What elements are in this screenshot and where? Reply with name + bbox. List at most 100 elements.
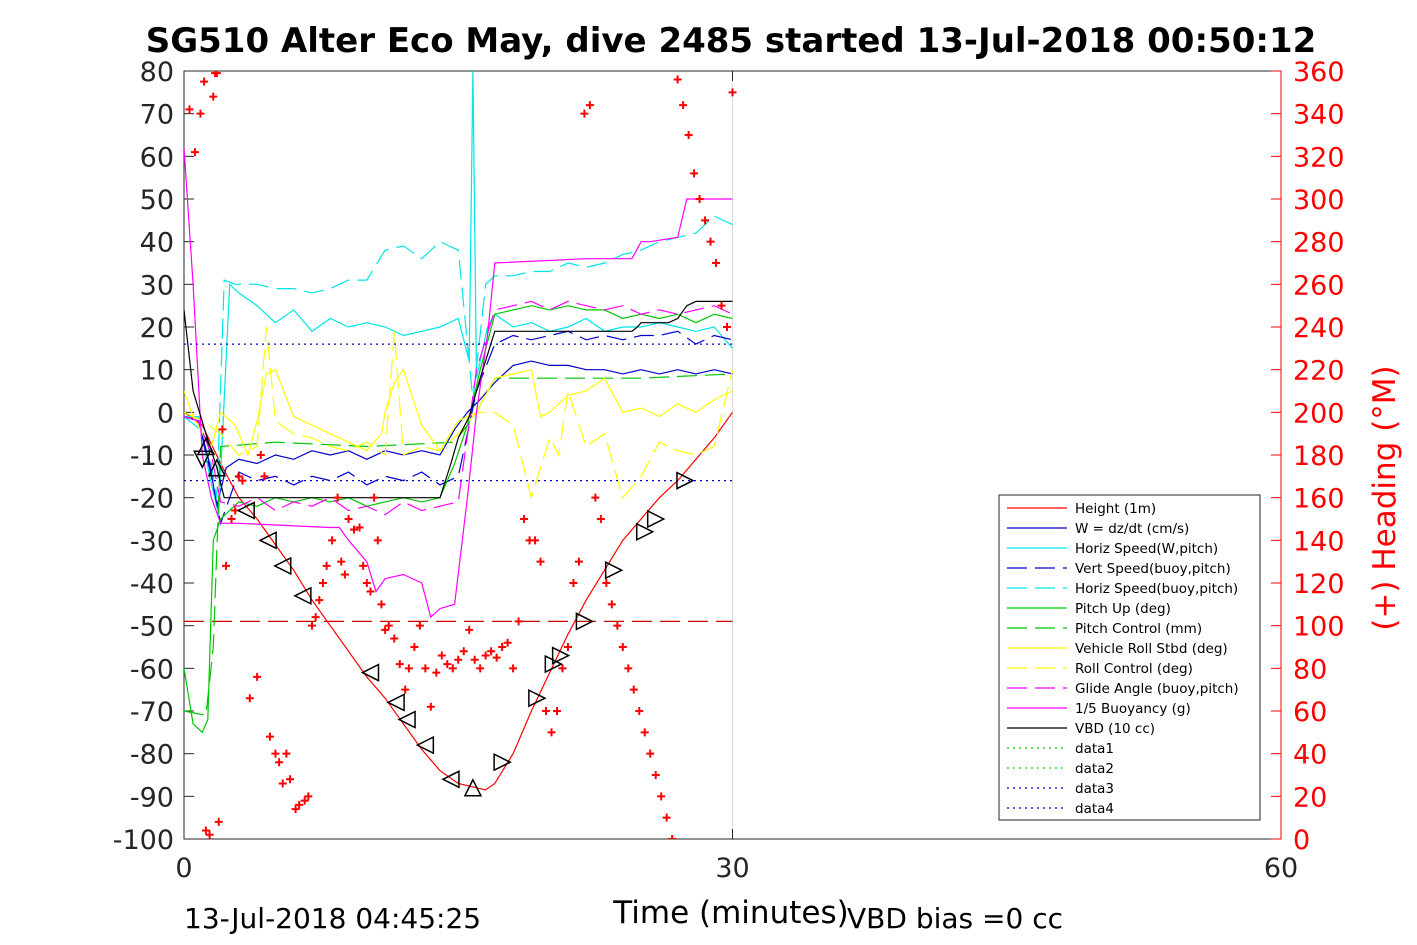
heading-point bbox=[509, 664, 518, 673]
series-line bbox=[184, 411, 733, 791]
heading-point bbox=[201, 826, 210, 835]
left-y-tick-label: 50 bbox=[140, 185, 174, 216]
gc-triangle-marker bbox=[360, 663, 380, 682]
gc-triangle-marker bbox=[415, 735, 435, 755]
heading-point bbox=[245, 694, 254, 703]
right-y-tick-label: 220 bbox=[1293, 356, 1345, 387]
heading-point bbox=[295, 800, 304, 809]
heading-point bbox=[200, 77, 209, 86]
heading-point bbox=[238, 476, 247, 485]
heading-point bbox=[333, 493, 342, 502]
heading-point bbox=[278, 779, 287, 788]
heading-point bbox=[679, 101, 688, 110]
heading-point bbox=[359, 561, 368, 570]
left-y-tick-label: 0 bbox=[157, 398, 174, 429]
left-y-tick-label: 70 bbox=[140, 100, 174, 131]
heading-point bbox=[690, 169, 699, 178]
heading-point bbox=[470, 655, 479, 664]
heading-point bbox=[454, 655, 463, 664]
heading-point bbox=[520, 515, 529, 523]
right-y-tick-label: 360 bbox=[1293, 57, 1345, 88]
legend-label: data2 bbox=[1075, 761, 1114, 777]
heading-point bbox=[366, 587, 375, 596]
series-line bbox=[184, 300, 733, 516]
heading-point bbox=[205, 830, 214, 839]
series-line bbox=[184, 147, 733, 619]
gc-triangle-marker bbox=[635, 522, 655, 542]
series-line bbox=[184, 326, 734, 500]
right-y-tick-label: 200 bbox=[1293, 398, 1345, 429]
gc-triangle-marker bbox=[676, 471, 695, 490]
series-line bbox=[184, 368, 733, 457]
heading-point bbox=[437, 651, 446, 660]
heading-point bbox=[547, 728, 556, 737]
left-y-tick-label: 60 bbox=[140, 142, 174, 173]
right-y-tick-label: 300 bbox=[1293, 185, 1345, 216]
series-line bbox=[184, 215, 733, 498]
right-y-tick-label: 100 bbox=[1293, 612, 1345, 643]
right-y-tick-label: 40 bbox=[1293, 740, 1327, 771]
left-y-tick-label: -20 bbox=[130, 484, 174, 515]
heading-point bbox=[227, 515, 236, 523]
heading-point bbox=[212, 71, 221, 78]
heading-point bbox=[596, 515, 605, 523]
heading-point bbox=[459, 647, 468, 656]
gc-triangle-marker bbox=[604, 560, 624, 580]
gc-triangle-marker bbox=[528, 688, 547, 708]
gc-triangle-marker bbox=[397, 710, 416, 729]
heading-point bbox=[542, 707, 551, 715]
right-y-tick-label: 320 bbox=[1293, 142, 1345, 173]
heading-point bbox=[717, 301, 726, 310]
heading-point bbox=[602, 579, 611, 587]
heading-point bbox=[381, 625, 390, 634]
heading-point bbox=[476, 664, 485, 673]
heading-point bbox=[728, 88, 737, 97]
left-y-tick-label: -70 bbox=[130, 697, 174, 728]
right-y-tick-label: 120 bbox=[1293, 569, 1345, 600]
heading-point bbox=[607, 600, 616, 609]
legend-label: 1/5 Buoyancy (g) bbox=[1075, 701, 1191, 717]
heading-point bbox=[569, 579, 578, 587]
heading-point bbox=[585, 101, 594, 110]
heading-point bbox=[318, 579, 327, 587]
heading-point bbox=[185, 105, 194, 114]
heading-point bbox=[723, 323, 732, 331]
gc-triangle-marker bbox=[258, 531, 277, 550]
x-axis-label: Time (minutes) bbox=[612, 895, 848, 931]
heading-point bbox=[282, 749, 291, 758]
gc-triangle-marker bbox=[273, 556, 292, 576]
gc-triangle-marker bbox=[196, 436, 216, 456]
heading-point bbox=[322, 561, 331, 570]
heading-point bbox=[271, 749, 280, 758]
left-y-tick-label: -60 bbox=[130, 654, 174, 685]
heading-point bbox=[275, 758, 284, 767]
left-y-tick-label: 40 bbox=[140, 228, 174, 259]
heading-point bbox=[350, 525, 359, 534]
left-y-tick-label: -80 bbox=[130, 740, 174, 771]
legend: Height (1m) W = dz/dt (cm/s) Horiz Speed(W… bbox=[998, 494, 1261, 821]
legend-label: Glide Angle (buoy,pitch) bbox=[1075, 681, 1239, 697]
legend-label: data4 bbox=[1075, 801, 1114, 817]
left-y-tick-label: 80 bbox=[140, 57, 174, 88]
heading-point bbox=[415, 621, 424, 630]
heading-point bbox=[651, 771, 660, 779]
series-line bbox=[184, 300, 733, 499]
legend-label: W = dz/dt (cm/s) bbox=[1075, 521, 1189, 537]
heading-point bbox=[563, 643, 572, 651]
gc-triangle-marker bbox=[207, 458, 227, 477]
gc-triangle-marker bbox=[646, 509, 666, 529]
heading-point bbox=[291, 805, 300, 814]
heading-point bbox=[315, 596, 324, 605]
legend-label: data1 bbox=[1075, 741, 1114, 757]
right-y-axis-label: (+) Heading (°M) bbox=[1367, 365, 1403, 630]
heading-point bbox=[673, 75, 682, 84]
legend-label: Vert Speed(buoy,pitch) bbox=[1075, 561, 1231, 577]
chart-title: SG510 Alter Eco May, dive 2485 started 1… bbox=[146, 21, 1317, 61]
heading-point bbox=[355, 523, 364, 532]
heading-point bbox=[695, 195, 704, 203]
heading-point bbox=[311, 613, 320, 622]
gc-triangle-marker bbox=[193, 450, 212, 469]
heading-point bbox=[487, 647, 496, 656]
heading-point bbox=[646, 749, 655, 758]
heading-point bbox=[640, 728, 649, 737]
